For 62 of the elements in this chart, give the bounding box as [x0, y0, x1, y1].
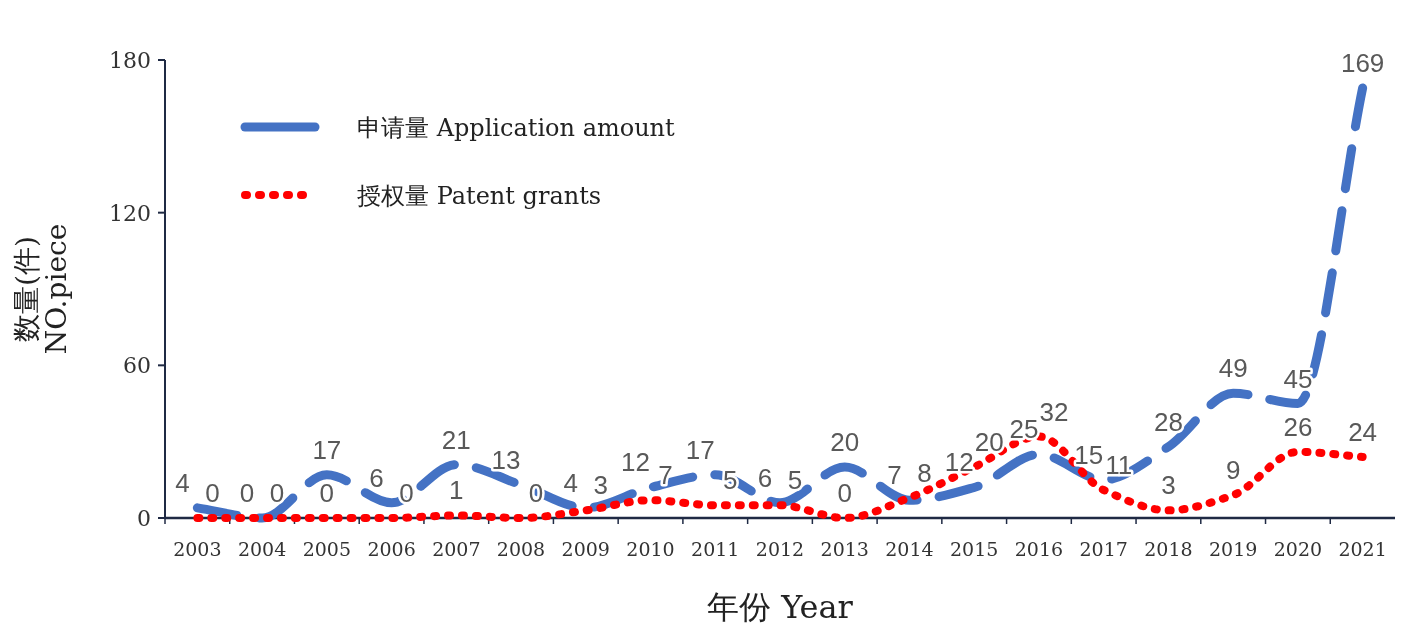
- data-label: 6: [757, 462, 773, 493]
- y-tick-label: 180: [109, 48, 151, 73]
- data-label: 8: [917, 457, 932, 488]
- x-tick-label: 2011: [691, 538, 740, 560]
- x-tick-label: 2019: [1208, 538, 1258, 560]
- y-axis-title: 数量(件) NO.piece: [10, 223, 73, 355]
- data-label: 17: [685, 434, 715, 465]
- x-tick-label: 2016: [1014, 538, 1064, 560]
- data-label: 5: [787, 465, 803, 496]
- data-label: 45: [1283, 363, 1313, 394]
- x-tick-label: 2017: [1079, 538, 1128, 560]
- data-label: 49: [1218, 353, 1248, 384]
- data-label: 17: [312, 434, 342, 465]
- legend-label: 授权量 Patent grants: [357, 182, 602, 210]
- data-label: 3: [593, 470, 609, 501]
- x-tick-label: 2005: [302, 538, 352, 560]
- data-label: 0: [837, 478, 852, 508]
- x-tick-label: 2021: [1338, 538, 1387, 560]
- x-tick-label: 2013: [820, 538, 869, 560]
- data-label: 9: [1225, 455, 1241, 486]
- x-tick-label: 2008: [496, 538, 546, 560]
- x-tick-label: 2010: [626, 538, 675, 560]
- data-label: 0: [319, 478, 335, 508]
- x-tick-label: 2004: [237, 538, 287, 560]
- data-label: 20: [974, 427, 1004, 458]
- data-label: 4: [175, 467, 190, 498]
- data-label: 169: [1340, 47, 1385, 78]
- x-tick-label: 2015: [950, 538, 999, 560]
- data-label: 11: [1105, 450, 1133, 481]
- data-label: 6: [369, 462, 384, 493]
- data-label: 25: [1009, 414, 1039, 445]
- data-label: 28: [1153, 406, 1183, 437]
- data-label: 26: [1283, 411, 1313, 442]
- x-tick-label: 2018: [1144, 538, 1193, 560]
- legend-label: 申请量 Application amount: [357, 114, 676, 142]
- data-label: 21: [441, 424, 471, 455]
- data-label: 0: [205, 478, 220, 508]
- data-label: 4: [563, 467, 579, 498]
- x-tick-label: 2009: [561, 538, 610, 560]
- x-tick-label: 2007: [432, 538, 481, 560]
- data-label: 0: [269, 478, 285, 508]
- y-tick-label: 60: [123, 353, 151, 379]
- data-label: 13: [491, 444, 521, 475]
- x-tick-label: 2012: [755, 538, 805, 560]
- x-tick-label: 2014: [885, 538, 934, 560]
- x-axis-title: 年份 Year: [707, 588, 854, 626]
- data-label: 15: [1074, 439, 1104, 470]
- data-label: 1: [449, 475, 464, 506]
- x-tick-label: 2020: [1273, 538, 1323, 560]
- data-label: 24: [1348, 416, 1378, 447]
- data-label: 32: [1039, 396, 1069, 427]
- data-label: 3: [1161, 470, 1176, 501]
- y-tick-label: 120: [109, 200, 151, 226]
- data-label: 20: [830, 427, 860, 458]
- data-label: 12: [621, 447, 650, 478]
- data-label: 0: [399, 478, 414, 508]
- x-tick-label: 2003: [173, 538, 222, 560]
- data-label: 0: [239, 478, 255, 508]
- data-label: 7: [887, 460, 902, 491]
- data-label: 12: [944, 447, 974, 478]
- x-tick-label: 2006: [367, 538, 416, 560]
- y-tick-label: 0: [137, 506, 151, 531]
